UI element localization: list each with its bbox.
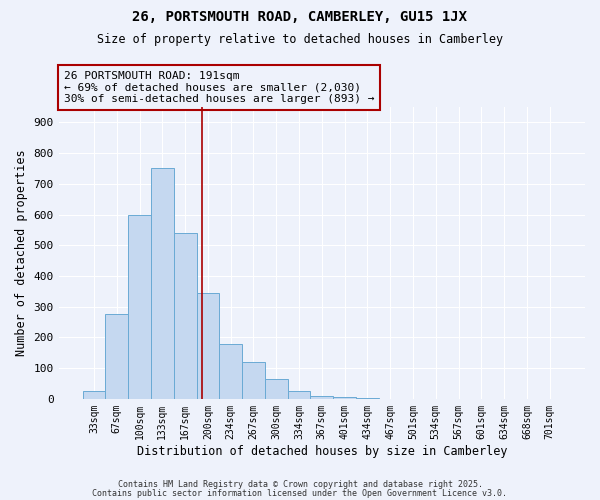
Bar [287,391,310,399]
Bar [151,168,174,399]
Bar [242,362,265,399]
X-axis label: Distribution of detached houses by size in Camberley: Distribution of detached houses by size … [137,444,507,458]
Y-axis label: Number of detached properties: Number of detached properties [15,150,28,356]
Text: Size of property relative to detached houses in Camberley: Size of property relative to detached ho… [97,32,503,46]
Bar [310,396,333,399]
Bar [83,391,106,399]
Bar [356,398,379,399]
Text: Contains public sector information licensed under the Open Government Licence v3: Contains public sector information licen… [92,488,508,498]
Bar [220,344,242,399]
Bar [333,398,356,399]
Bar [128,214,151,399]
Text: Contains HM Land Registry data © Crown copyright and database right 2025.: Contains HM Land Registry data © Crown c… [118,480,482,489]
Bar [106,314,128,399]
Text: 26, PORTSMOUTH ROAD, CAMBERLEY, GU15 1JX: 26, PORTSMOUTH ROAD, CAMBERLEY, GU15 1JX [133,10,467,24]
Bar [265,379,287,399]
Text: 26 PORTSMOUTH ROAD: 191sqm
← 69% of detached houses are smaller (2,030)
30% of s: 26 PORTSMOUTH ROAD: 191sqm ← 69% of deta… [64,71,374,104]
Bar [197,293,220,399]
Bar [174,233,197,399]
